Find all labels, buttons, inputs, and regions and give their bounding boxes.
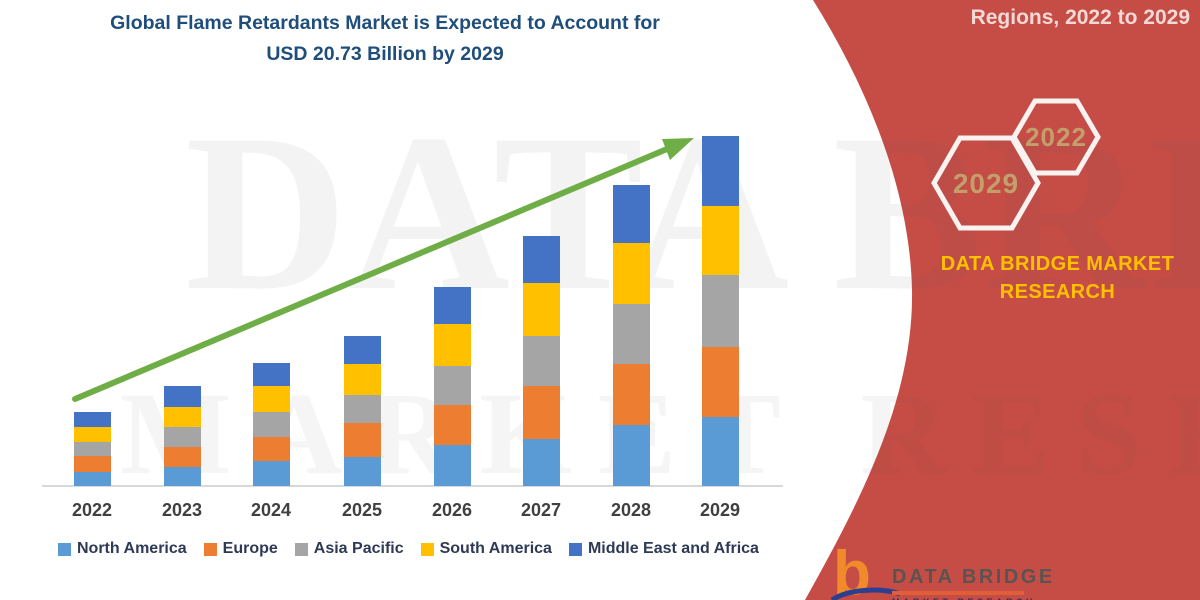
legend-label-south-america: South America — [439, 540, 552, 557]
segment-south-america-2023 — [163, 406, 201, 427]
x-axis-label-2022: 2022 — [71, 500, 113, 520]
segment-north-america-2028 — [612, 425, 650, 486]
legend-label-asia-pacific: Asia Pacific — [313, 540, 404, 557]
x-axis-label-2023: 2023 — [161, 500, 203, 520]
segment-north-america-2024 — [252, 460, 290, 486]
segment-europe-2025 — [343, 423, 381, 458]
trend-arrow-head — [662, 138, 694, 160]
bar-stack-2029 — [701, 136, 739, 486]
segment-middle-east-and-africa-2022 — [73, 411, 111, 427]
segment-europe-2024 — [252, 437, 290, 461]
legend-label-europe: Europe — [222, 540, 278, 557]
segment-asia-pacific-2029 — [701, 274, 739, 348]
segment-asia-pacific-2027 — [522, 335, 560, 387]
segment-europe-2028 — [612, 364, 650, 426]
segment-south-america-2024 — [252, 386, 290, 412]
bar-stack-2024 — [252, 362, 290, 486]
bar-stack-2028 — [612, 185, 650, 486]
segment-south-america-2027 — [522, 283, 560, 336]
legend-item-middle-east-and-africa: Middle East and Africa — [568, 540, 759, 558]
segment-middle-east-and-africa-2023 — [163, 386, 201, 407]
x-axis-line — [42, 485, 783, 487]
segment-south-america-2029 — [701, 205, 739, 275]
hexagon-2022-outline — [1011, 98, 1101, 176]
legend-swatch-north-america — [58, 543, 71, 556]
segment-middle-east-and-africa-2026 — [433, 286, 471, 324]
legend-swatch-middle-east-and-africa — [568, 543, 582, 556]
segment-europe-2027 — [522, 386, 560, 439]
segment-asia-pacific-2025 — [343, 394, 381, 424]
footer-brand-subtext: MARKET RESEARCH — [892, 597, 1036, 600]
legend-label-north-america: North America — [77, 540, 187, 557]
segment-asia-pacific-2026 — [433, 366, 471, 405]
segment-middle-east-and-africa-2027 — [522, 235, 560, 284]
x-axis-label-2027: 2027 — [520, 500, 562, 520]
segment-europe-2022 — [73, 455, 111, 473]
segment-middle-east-and-africa-2028 — [612, 185, 650, 243]
footer-logo: b DATA BRIDGE MARKET RESEARCH — [830, 540, 1160, 600]
footer-brand-underline — [892, 591, 1024, 595]
bar-stack-2026 — [433, 286, 471, 486]
segment-north-america-2023 — [163, 467, 201, 486]
hexagon-2022-year: 2022 — [1025, 122, 1087, 152]
bar-stack-2023 — [163, 386, 201, 486]
x-axis-label-2029: 2029 — [699, 500, 741, 520]
legend-item-north-america: North America — [58, 540, 187, 558]
bar-stack-2027 — [522, 235, 560, 486]
x-axis-labels: 2022 2023 2024 2025 2026 2027 2028 2029 — [0, 500, 1200, 524]
chart-legend: North America Europe Asia Pacific South Ame… — [58, 540, 759, 558]
segment-middle-east-and-africa-2024 — [252, 362, 290, 387]
x-axis-label-2026: 2026 — [431, 500, 473, 520]
segment-europe-2026 — [433, 404, 471, 446]
x-axis-label-2028: 2028 — [610, 500, 652, 520]
segment-north-america-2029 — [701, 416, 739, 486]
segment-south-america-2022 — [73, 426, 111, 443]
hexagon-2029-year: 2029 — [953, 168, 1019, 199]
segment-middle-east-and-africa-2025 — [343, 335, 381, 365]
chart-title-line2: USD 20.73 Billion by 2029 — [266, 43, 504, 66]
segment-south-america-2026 — [433, 323, 471, 367]
segment-north-america-2025 — [343, 457, 381, 486]
legend-label-middle-east-and-africa: Middle East and Africa — [587, 540, 759, 557]
legend-swatch-asia-pacific — [294, 543, 308, 556]
footer-brand-text: DATA BRIDGE — [892, 566, 1055, 588]
chart-title: Global Flame Retardants Market is Expect… — [55, 8, 715, 70]
panel-brand-line1: DATA BRIDGE MARKET — [940, 253, 1175, 275]
legend-swatch-europe — [203, 543, 217, 556]
panel-brand: DATA BRIDGE MARKET RESEARCH — [925, 250, 1190, 306]
segment-europe-2023 — [163, 447, 201, 468]
segment-north-america-2026 — [433, 445, 471, 486]
panel-subtitle: Regions, 2022 to 2029 — [970, 6, 1190, 29]
legend-swatch-south-america — [420, 543, 434, 556]
x-axis-label-2024: 2024 — [250, 500, 292, 520]
bar-stack-2022 — [73, 411, 111, 486]
segment-asia-pacific-2023 — [163, 426, 201, 448]
segment-south-america-2025 — [343, 364, 381, 395]
segment-north-america-2027 — [522, 438, 560, 486]
legend-item-south-america: South America — [420, 540, 552, 558]
legend-item-europe: Europe — [203, 540, 278, 558]
segment-europe-2029 — [701, 347, 739, 417]
segment-asia-pacific-2022 — [73, 442, 111, 456]
hexagon-year-badges: 2029 2022 — [931, 98, 1101, 231]
segment-south-america-2028 — [612, 242, 650, 304]
segment-north-america-2022 — [73, 472, 111, 486]
segment-middle-east-and-africa-2029 — [701, 136, 739, 206]
segment-asia-pacific-2024 — [252, 411, 290, 437]
x-axis-label-2025: 2025 — [341, 500, 383, 520]
segment-asia-pacific-2028 — [612, 303, 650, 365]
chart-title-line1: Global Flame Retardants Market is Expect… — [110, 12, 660, 34]
bar-stack-2025 — [343, 335, 381, 486]
legend-item-asia-pacific: Asia Pacific — [294, 540, 404, 558]
panel-brand-line2: RESEARCH — [999, 281, 1116, 303]
